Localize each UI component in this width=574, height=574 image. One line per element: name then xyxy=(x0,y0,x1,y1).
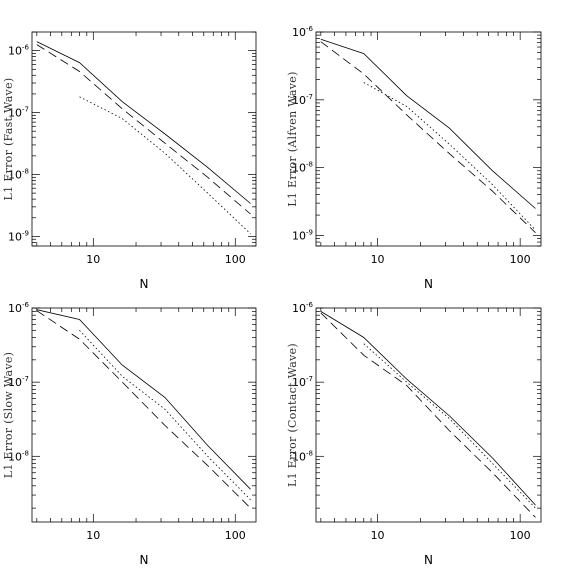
y-axis-label: L1 Error (Alfven Wave) xyxy=(286,71,299,206)
x-tick-label: 100 xyxy=(510,529,531,542)
x-tick-label: 10 xyxy=(371,253,385,266)
series-dashed-line xyxy=(320,41,536,233)
x-axis-label: N xyxy=(424,277,433,291)
x-tick-label: 10 xyxy=(86,529,100,542)
y-tick-label: 10-7 xyxy=(292,93,313,107)
plot-frame xyxy=(315,31,542,247)
y-tick-label: 10-7 xyxy=(8,106,29,120)
plot-frame xyxy=(31,31,257,247)
y-tick-label: 10-8 xyxy=(292,161,313,175)
y-tick-label: 10-6 xyxy=(292,25,314,39)
plot-frame xyxy=(31,307,257,523)
series-dotted-line xyxy=(363,82,536,231)
series-dotted-line xyxy=(363,343,536,509)
y-tick-label: 10-7 xyxy=(8,375,29,389)
series-dotted-line xyxy=(79,330,251,500)
y-tick-label: 10-6 xyxy=(8,301,30,315)
series-solid-line xyxy=(320,38,536,209)
x-tick-label: 10 xyxy=(371,529,385,542)
panel-1: 10 100 10-6 10-7 10-8 10-9 N L1 Error (Fast Wav… xyxy=(2,31,257,291)
x-axis-label: N xyxy=(140,277,149,291)
x-tick-label: 100 xyxy=(225,529,246,542)
series-dashed-line xyxy=(320,312,536,518)
y-tick-label: 10-8 xyxy=(8,449,29,463)
y-tick-label: 10-9 xyxy=(292,228,313,242)
y-tick-label: 10-8 xyxy=(292,449,313,463)
y-tick-label: 10-9 xyxy=(8,229,29,243)
series-dotted-line xyxy=(79,96,251,235)
x-tick-label: 100 xyxy=(225,253,246,266)
series-solid-line xyxy=(36,41,251,204)
x-tick-label: 10 xyxy=(86,253,100,266)
series-dashed-line xyxy=(36,44,251,215)
x-tick-label: 100 xyxy=(510,253,531,266)
y-tick-label: 10-6 xyxy=(8,44,30,58)
panel-4: 10 100 10-6 10-7 10-8 N L1 Error (Contact Wave… xyxy=(286,301,542,567)
x-axis-label: N xyxy=(140,553,149,567)
y-axis-label: L1 Error (Fast Wave) xyxy=(2,78,15,201)
y-tick-label: 10-8 xyxy=(8,167,29,181)
panel-3: 10 100 10-6 10-7 10-8 N L1 Error (Slow Wave) xyxy=(2,301,257,567)
plot-frame xyxy=(315,307,542,523)
y-tick-label: 10-7 xyxy=(292,375,313,389)
series-solid-line xyxy=(36,309,251,490)
y-tick-label: 10-6 xyxy=(292,301,314,315)
series-solid-line xyxy=(320,311,536,506)
y-axis-label: L1 Error (Contact Wave) xyxy=(286,343,299,487)
x-axis-label: N xyxy=(424,553,433,567)
panel-2: 10 100 10-6 10-7 10-8 10-9 N L1 Error (Alfven W… xyxy=(286,25,542,291)
series-dashed-line xyxy=(36,310,251,509)
y-axis-label: L1 Error (Slow Wave) xyxy=(2,352,15,479)
